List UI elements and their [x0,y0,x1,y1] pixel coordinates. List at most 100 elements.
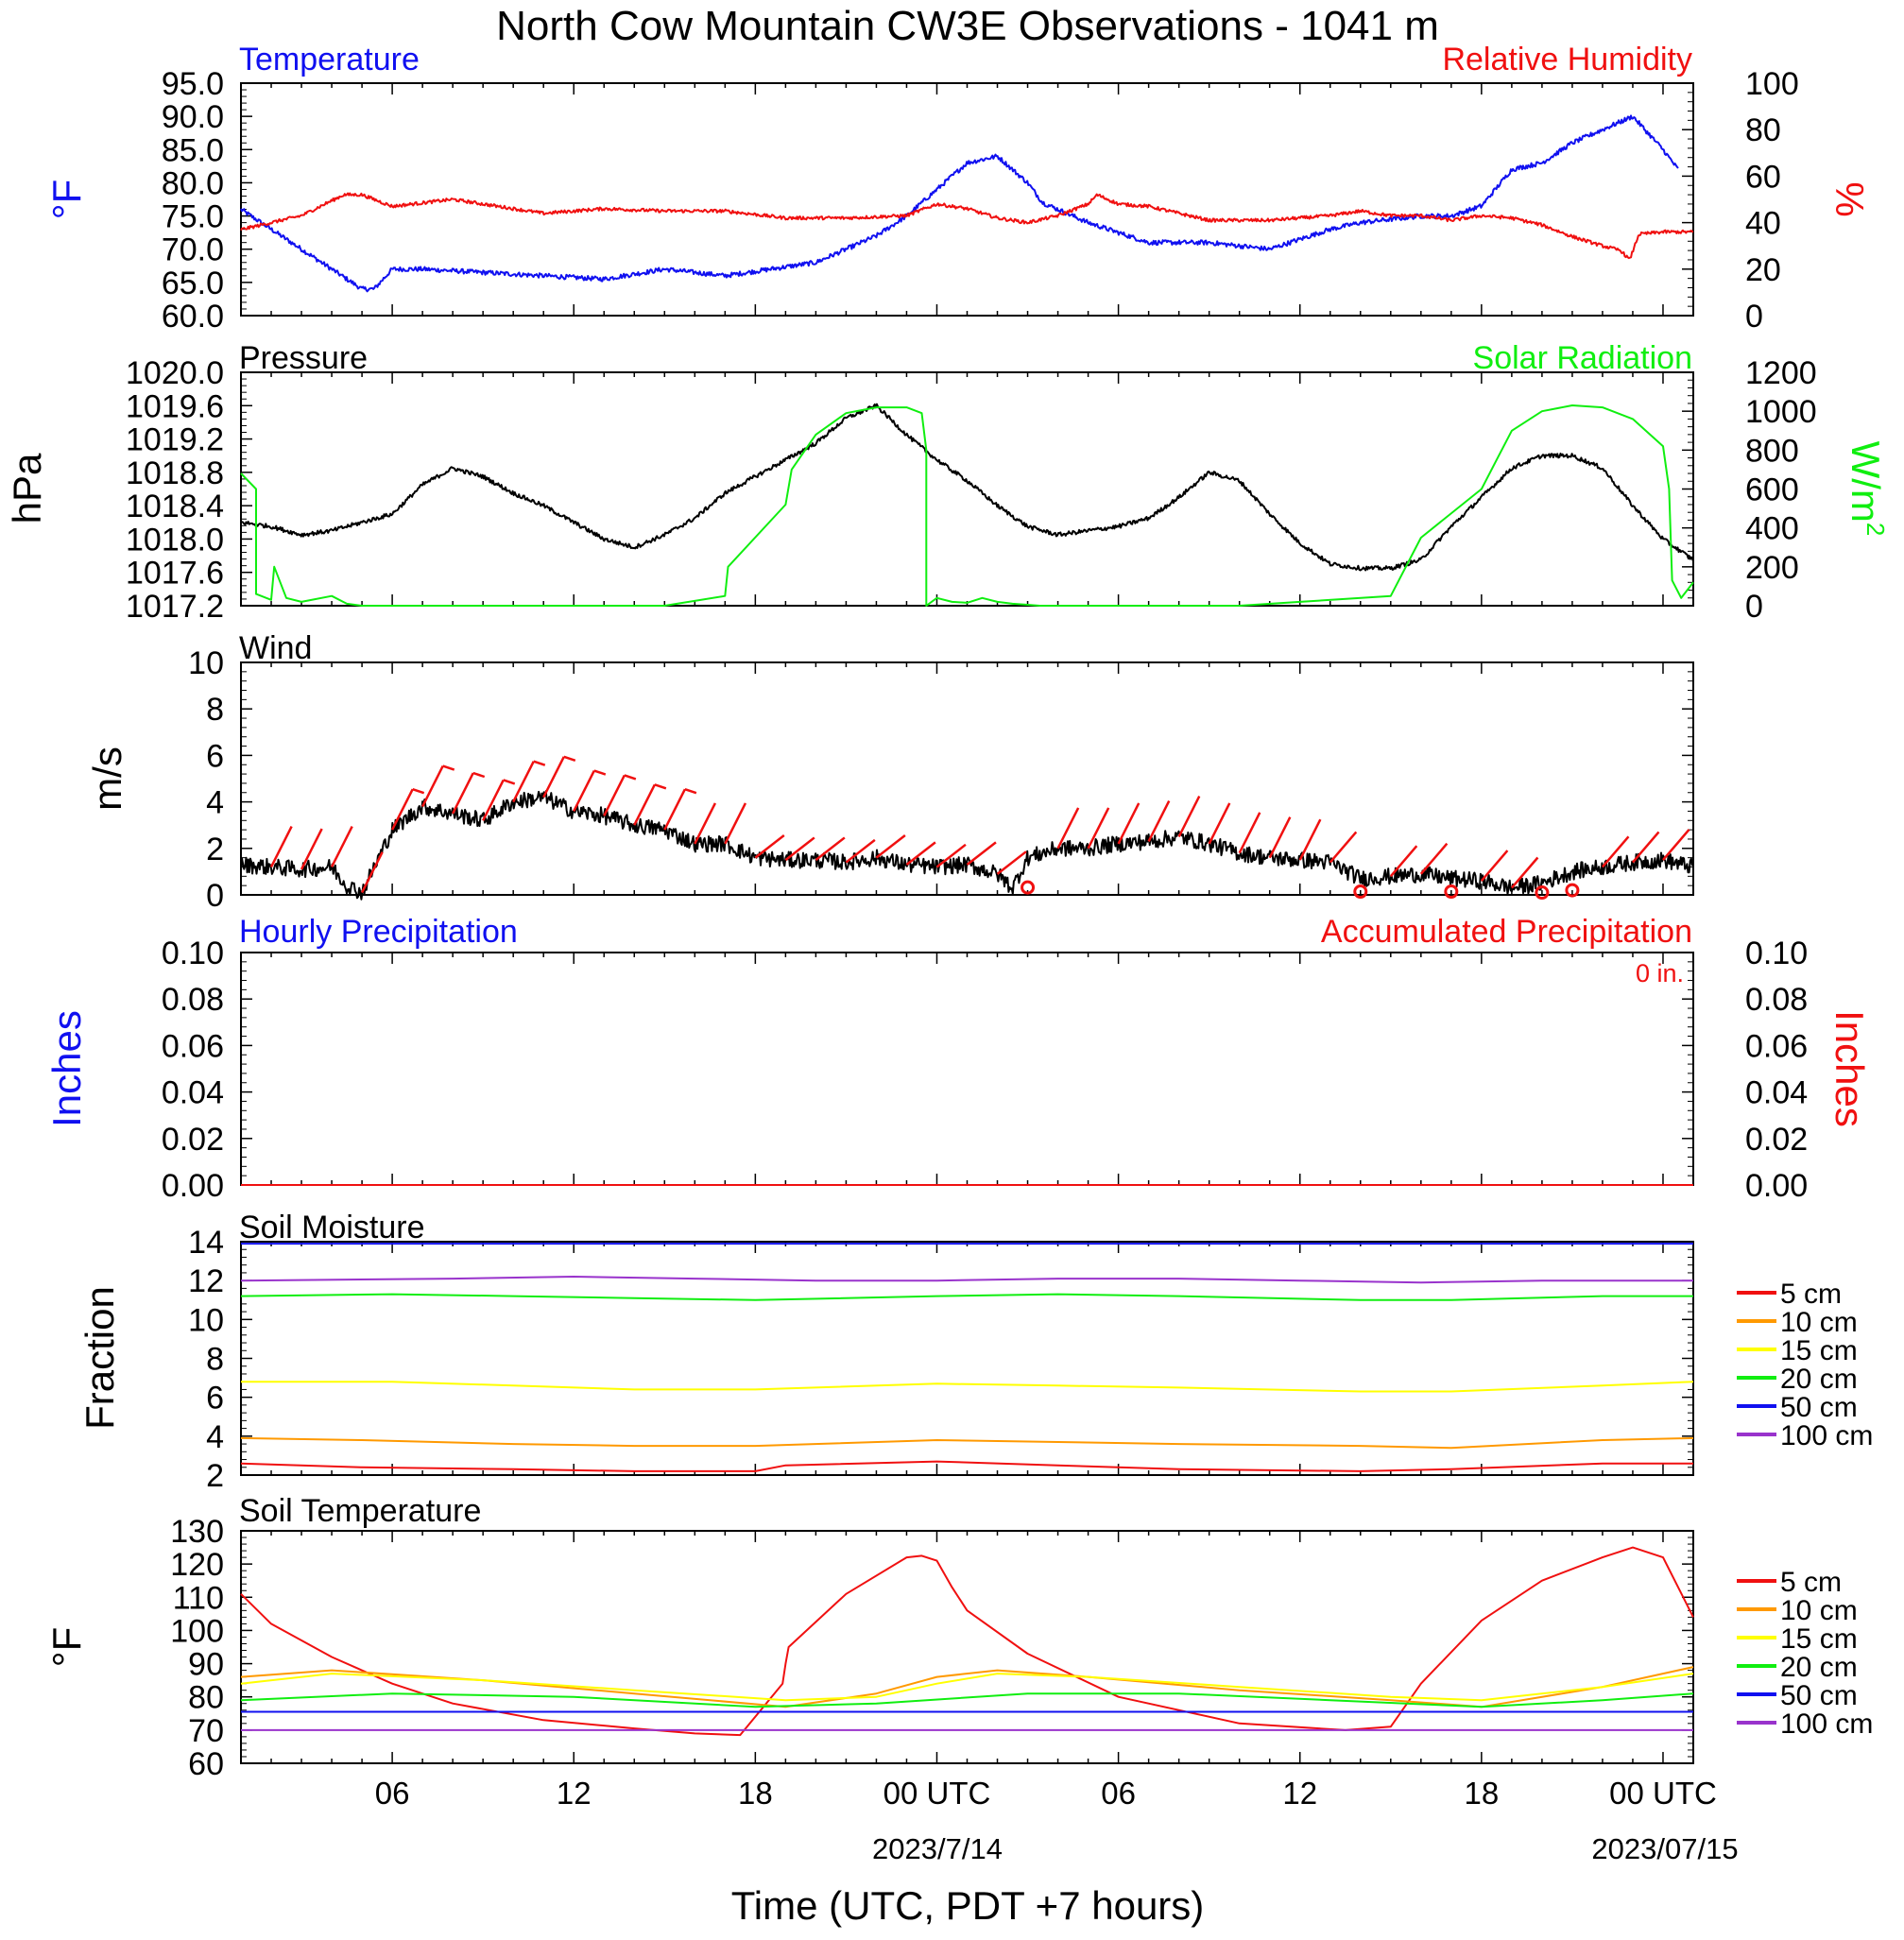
precip-left-unit: Inches [44,1010,89,1127]
y-tick-label-left: 75.0 [162,199,224,235]
wind-barb-flag [503,779,516,785]
series-line-15-cm [240,1673,1694,1702]
y-tick-label-left: 2 [206,832,224,867]
y-tick-label-left: 70.0 [162,232,224,268]
series-line-temperature [240,114,1679,293]
y-tick-label-left: 1019.6 [126,388,224,424]
wind-barb [573,769,595,813]
y-tick-label-left: 1017.6 [126,556,224,592]
y-tick-label-left: 0.08 [162,982,224,1018]
soil-moisture-title: Soil Moisture [239,1210,425,1245]
wind-barb [754,833,785,859]
y-tick-label-left: 1018.0 [126,522,224,558]
y-tick-label-left: 110 [173,1580,224,1616]
series-line-10-cm [240,1436,1694,1450]
series-line-5-cm [240,1546,1694,1737]
wind-barb [603,774,626,816]
y-tick-label-left: 10 [188,645,224,681]
y-tick-label-left: 1018.4 [126,489,224,524]
y-tick-label-left: 6 [206,738,224,774]
pressure-title: Pressure [239,340,368,376]
y-tick-label-right: 80 [1745,112,1781,148]
solar-unit-exponent: 2 [1861,523,1890,536]
y-tick-label-left: 60 [188,1746,224,1782]
y-tick-label-right: 0.02 [1745,1122,1808,1158]
wind-calm-circle [1535,885,1550,901]
y-tick-label-left: 0.02 [162,1122,224,1158]
solar-unit: W/m2 [1844,441,1890,537]
y-tick-label-left: 12 [188,1263,224,1299]
series-line-relative-humidity [240,192,1694,260]
wind-barb [1510,856,1539,889]
legend-label: 5 cm [1780,1567,1842,1598]
y-tick-label-left: 60.0 [162,299,224,335]
y-tick-label-left: 100 [170,1613,224,1649]
y-tick-label-right: 100 [1745,66,1799,102]
soil-temperature-unit: °F [44,1627,89,1667]
wind-barb-flag [624,774,637,781]
plot-frame [240,1530,1694,1764]
x-tick-label: 12 [557,1776,592,1811]
y-tick-label-left: 130 [170,1514,224,1550]
y-tick-label-right: 0.10 [1745,936,1808,971]
legend-label: 20 cm [1780,1364,1858,1395]
y-tick-label-right: 800 [1745,433,1799,469]
y-tick-label-right: 400 [1745,511,1799,547]
soil-moisture-unit: Fraction [77,1286,122,1430]
y-tick-label-left: 1019.2 [126,422,224,458]
wind-calm-circle [1353,884,1368,900]
y-tick-label-left: 120 [170,1547,224,1583]
y-tick-label-right: 600 [1745,472,1799,508]
wind-barb [1662,829,1690,861]
y-tick-label-right: 0.08 [1745,982,1808,1018]
solar-unit-base: W/m [1844,441,1888,523]
legend-label: 15 cm [1780,1335,1858,1366]
wind-barb [390,788,414,831]
wind-barb [815,836,846,862]
hourly-precip-title: Hourly Precipitation [239,914,518,950]
y-tick-label-left: 80 [188,1680,224,1716]
y-tick-label-right: 0 [1745,589,1763,625]
wind-barb [512,761,535,803]
wind-barb [1087,807,1110,850]
legend-label: 20 cm [1780,1652,1858,1683]
wind-barb [905,841,936,867]
wind-panel: Wind m/s 10 8 6 4 2 0 [85,630,1694,914]
wind-barb [1147,799,1171,842]
legend-label: 50 cm [1780,1680,1858,1711]
wind-barb [1480,850,1509,883]
wind-barb [845,838,876,864]
chart-title: North Cow Mountain CW3E Observations - 1… [496,3,1439,49]
y-tick-label-right: 1000 [1745,394,1817,430]
y-tick-label-right: 60 [1745,159,1781,195]
wind-barb [966,841,997,867]
pressure-unit: hPa [5,453,49,524]
y-tick-label-left: 4 [206,1419,224,1455]
wind-barb [269,826,293,868]
legend-label: 15 cm [1780,1623,1858,1655]
solar-title: Solar Radiation [1473,340,1692,376]
wind-barb [1208,802,1231,845]
y-tick-label-left: 8 [206,1342,224,1378]
wind-calm-circle [1444,884,1459,900]
wind-barb [1329,831,1358,864]
y-tick-label-left: 0.00 [162,1168,224,1204]
legend-label: 100 cm [1780,1708,1873,1740]
y-tick-label-left: 10 [188,1302,224,1338]
x-tick-label: 12 [1282,1776,1317,1811]
series-line-10-cm [240,1666,1694,1708]
y-tick-label-right: 200 [1745,550,1799,586]
wind-barb-flag [442,764,455,771]
wind-barb-flag [684,788,697,795]
y-tick-label-left: 70 [188,1713,224,1749]
wind-barb-flag [654,783,667,790]
wind-barb [1268,816,1292,859]
series-line-wind-speed [240,790,1694,901]
wind-barb-flag [563,755,576,762]
x-tick-label: 00 UTC [883,1776,991,1811]
wind-barb-flag [412,788,425,795]
wind-unit: m/s [85,747,129,811]
y-tick-label-left: 4 [206,785,224,821]
x-date-1: 2023/7/14 [872,1832,1003,1865]
